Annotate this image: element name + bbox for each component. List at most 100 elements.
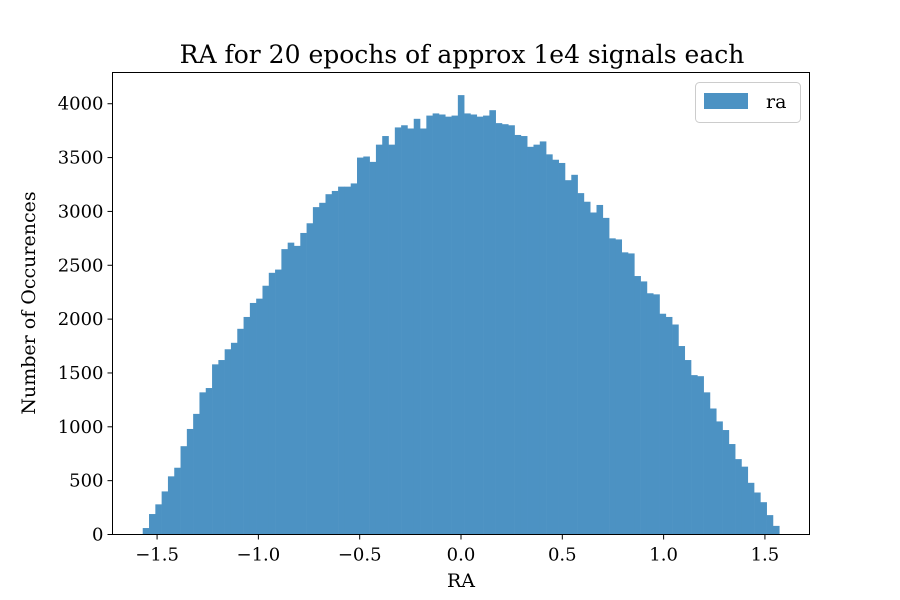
histogram-bar (382, 136, 389, 535)
histogram-bar (609, 238, 616, 535)
histogram-bar (760, 502, 767, 535)
histogram-bar (722, 430, 730, 535)
histogram-bar (312, 207, 320, 535)
histogram-bar (426, 115, 433, 535)
histogram-bar (728, 444, 736, 535)
histogram-bar (590, 212, 597, 535)
histogram-bar (514, 134, 522, 535)
histogram-bar (653, 294, 660, 535)
histogram-bar (325, 194, 333, 535)
histogram-bar (451, 115, 459, 535)
y-axis-ticks: 0 500 1000 1500 2000 2500 3000 3500 4000 (58, 94, 113, 546)
histogram-bar (747, 482, 755, 535)
histogram-bar (167, 476, 175, 535)
histogram-bar (394, 127, 402, 535)
histogram-bar (268, 272, 276, 535)
y-tick-label: 2000 (58, 309, 104, 330)
histogram-bar (212, 364, 219, 535)
histogram-bar (306, 223, 314, 535)
histogram-bar (149, 514, 156, 535)
histogram-bar (338, 186, 345, 535)
histogram-bar (464, 113, 471, 535)
legend-label-ra: ra (766, 91, 786, 113)
histogram-bar (357, 157, 364, 535)
histogram-bar (344, 186, 352, 535)
y-axis-label: Number of Occurences (18, 191, 40, 414)
y-tick-label: 3000 (58, 201, 104, 222)
histogram-bar (539, 141, 547, 535)
histogram-bar (161, 491, 169, 535)
y-tick-label: 4000 (58, 94, 104, 115)
histogram-bar (281, 249, 288, 535)
histogram-bar (401, 125, 408, 535)
histogram-bar (224, 349, 232, 535)
histogram-bar (634, 276, 641, 535)
histogram-bar (438, 114, 446, 535)
chart-title: RA for 20 epochs of approx 1e4 signals e… (180, 40, 745, 69)
histogram-bar (413, 118, 421, 535)
histogram-bar (508, 125, 515, 535)
histogram-bar (230, 342, 238, 535)
histogram-bars (142, 95, 780, 535)
histogram-bar (287, 242, 295, 535)
histogram-bar (558, 162, 566, 535)
histogram-bar (331, 190, 339, 535)
histogram-bar (174, 467, 181, 535)
histogram-bar (646, 293, 654, 535)
histogram-bar (533, 144, 541, 535)
histogram-bar (495, 123, 503, 535)
histogram-bar (564, 180, 572, 535)
histogram-bar (293, 245, 301, 535)
histogram-bar (218, 360, 225, 535)
x-axis-ticks: −1.5 −1.0 −0.5 0.0 0.5 1.0 1.5 (135, 534, 779, 566)
y-tick-label: 0 (92, 525, 103, 546)
histogram-bar (275, 269, 282, 535)
histogram-bar (754, 492, 761, 535)
histogram-bar (457, 95, 465, 535)
legend: ra (695, 82, 801, 123)
histogram-bar (672, 324, 679, 535)
histogram-bar (552, 159, 559, 535)
histogram-bar (583, 201, 591, 535)
histogram-bar (237, 328, 244, 535)
histogram-bar (772, 525, 780, 535)
histogram-bar (527, 146, 534, 535)
histogram-bar (350, 183, 358, 535)
histogram-bar (476, 116, 484, 535)
histogram-bar (741, 466, 749, 535)
histogram-bar (199, 392, 207, 535)
x-tick-label: −1.0 (237, 545, 281, 566)
histogram-bar (243, 316, 251, 535)
y-tick-label: 1500 (58, 363, 104, 384)
histogram-bar (684, 360, 692, 535)
x-tick-label: 0.0 (447, 545, 476, 566)
histogram-bar (193, 413, 200, 535)
histogram-bar (256, 298, 263, 535)
y-tick-label: 500 (69, 471, 103, 492)
histogram-bar (375, 144, 383, 535)
histogram-bar (520, 136, 528, 535)
histogram-bar (155, 504, 162, 535)
histogram-bar (621, 252, 629, 535)
histogram-bar (602, 217, 610, 535)
histogram-bar (369, 161, 377, 535)
x-tick-label: 1.0 (649, 545, 678, 566)
legend-swatch-ra (704, 93, 748, 109)
histogram-bar (205, 388, 213, 535)
histogram-bar (142, 528, 150, 535)
histogram-bar (388, 144, 396, 535)
histogram-bar (703, 392, 711, 535)
histogram-bar (300, 232, 307, 535)
histogram-bar (659, 313, 667, 535)
histogram-bar (249, 302, 257, 535)
histogram-bar (615, 239, 623, 535)
histogram-bar (735, 459, 742, 535)
histogram-bar (420, 128, 427, 535)
histogram-bar (363, 156, 370, 535)
x-tick-label: −1.5 (135, 545, 179, 566)
histogram-bar (262, 285, 270, 535)
histogram-bar (407, 128, 415, 535)
histogram-bar (691, 375, 698, 535)
histogram-bar (319, 202, 326, 535)
histogram-bar (697, 376, 704, 535)
